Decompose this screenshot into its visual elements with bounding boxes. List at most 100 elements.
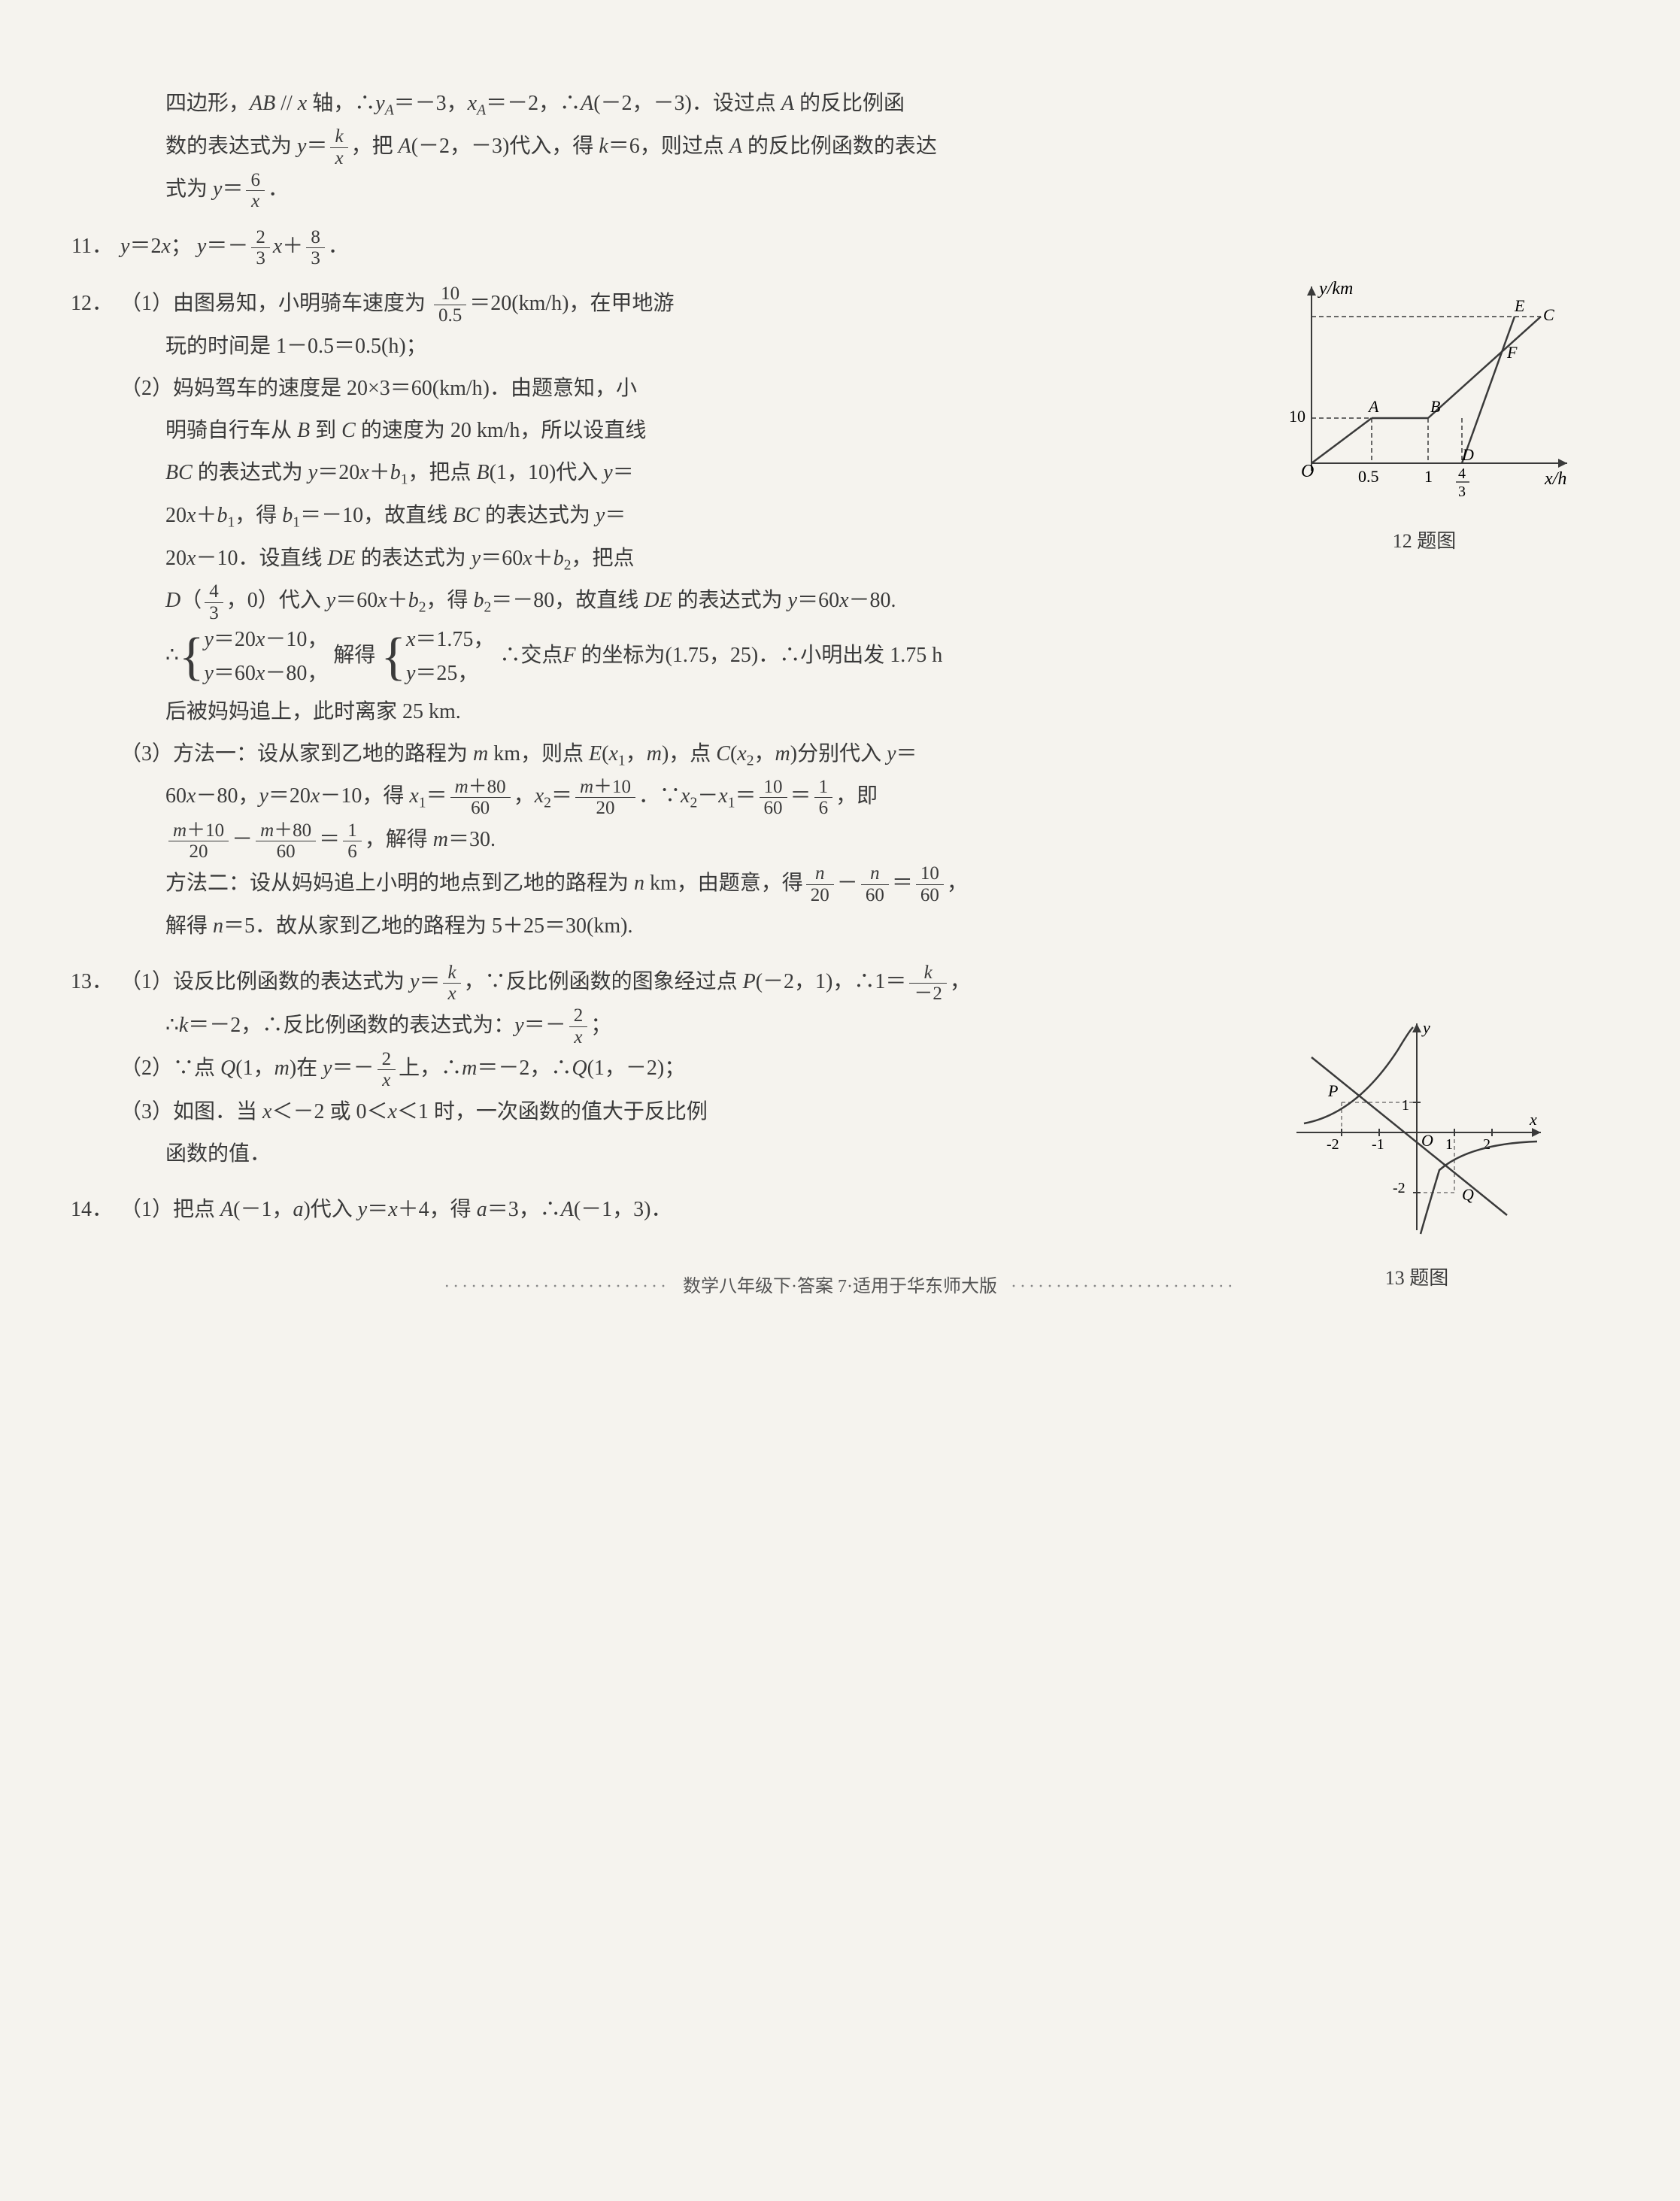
text: 后被妈妈追上，此时离家 25 km.	[165, 700, 461, 723]
text: ＜－2 或 0＜	[271, 1100, 387, 1123]
text: (－1，	[233, 1198, 293, 1221]
text: ＝1.75，	[415, 628, 494, 651]
svg-text:y: y	[1421, 1018, 1430, 1037]
text: ＝	[367, 1198, 388, 1221]
svg-text:-2: -2	[1327, 1136, 1339, 1153]
text: ，	[754, 742, 775, 765]
svg-text:O: O	[1301, 462, 1314, 481]
text: ＋	[282, 235, 303, 258]
text: ＝－2，∴	[477, 1057, 572, 1080]
text: ，把点	[408, 461, 477, 484]
text: 的表达式为	[480, 504, 596, 527]
text: km，由题意，得	[644, 872, 803, 895]
text: ．∵	[638, 784, 681, 808]
text: ＝20	[317, 461, 359, 484]
text: ＋	[532, 547, 553, 570]
svg-text:D: D	[1461, 445, 1474, 464]
text: (－2，－3)．设过点	[593, 92, 781, 115]
text: 的表达式为	[356, 547, 472, 570]
svg-text:-1: -1	[1372, 1136, 1384, 1153]
text: 的表达式为	[672, 589, 788, 612]
text: ，	[947, 872, 968, 895]
text: ＝－2，∴	[486, 92, 581, 115]
figure-12-caption: 12 题图	[1266, 522, 1582, 561]
text: ，把	[351, 135, 399, 158]
text: （1）设反比例函数的表达式为	[120, 970, 410, 993]
text: ＝60	[797, 589, 839, 612]
svg-text:4: 4	[1458, 465, 1466, 482]
text: ＝－10，故直线	[300, 504, 453, 527]
problem-number: 13．	[68, 961, 113, 1003]
problem-12: 12． O y/km x/h 10	[120, 283, 1560, 948]
text: (1，－2)；	[587, 1057, 686, 1080]
intro-content: 四边形，AB // x 轴，∴yA＝－3，xA＝－2，∴A(－2，－3)．设过点…	[120, 83, 1560, 212]
svg-text:3: 3	[1458, 484, 1466, 500]
text: ＝	[319, 828, 340, 851]
text: ＝－80，故直线	[491, 589, 644, 612]
text: 的速度为 20 km/h，所以设直线	[356, 419, 647, 442]
text: －	[232, 828, 253, 851]
svg-text:1: 1	[1445, 1136, 1453, 1153]
figure-12: O y/km x/h 10 0	[1266, 275, 1582, 531]
text: ．	[328, 235, 349, 258]
svg-text:1: 1	[1424, 467, 1433, 486]
svg-text:E: E	[1514, 296, 1525, 315]
problem-11: 11． y＝2x； y＝－23x＋83．	[120, 226, 1560, 269]
text: 20	[165, 547, 186, 570]
text: ＝20(km/h)，在甲地游	[469, 292, 674, 315]
text: ，	[950, 970, 971, 993]
text: 解得	[333, 644, 375, 667]
text: ＋	[387, 589, 408, 612]
text: ，得	[235, 504, 282, 527]
text: 明骑自行车从	[165, 419, 297, 442]
svg-text:x/h: x/h	[1544, 469, 1566, 489]
text: ＋	[369, 461, 390, 484]
text: ＝	[735, 784, 757, 808]
text: ＝5．故从家到乙地的路程为 5＋25＝30(km).	[223, 914, 632, 938]
text: 函数的值．	[165, 1142, 271, 1166]
svg-text:B: B	[1430, 397, 1440, 416]
text: ，把点	[572, 547, 635, 570]
svg-text:0.5: 0.5	[1358, 467, 1379, 486]
figure-13-caption: 13 题图	[1281, 1259, 1552, 1298]
svg-text:A: A	[1367, 397, 1379, 416]
text: 到	[310, 419, 341, 442]
text: ∴	[165, 1014, 179, 1037]
text: －80，	[265, 662, 328, 685]
text: km，则点	[488, 742, 589, 765]
text: ＝60	[214, 662, 256, 685]
text: （2）妈妈驾车的速度是 20×3＝60(km/h)．由题意知，小	[120, 377, 637, 400]
text: ，	[514, 784, 535, 808]
text: －10，	[265, 628, 328, 651]
text: ，∵反比例函数的图象经过点	[464, 970, 743, 993]
text: (－1，3)．	[574, 1198, 672, 1221]
text: 的反比例函数的表达	[742, 135, 937, 158]
text: 四边形，	[165, 92, 250, 115]
text: ＝25，	[415, 662, 478, 685]
text: ＝20	[214, 628, 256, 651]
text: ＝	[551, 784, 572, 808]
text: (－2，－3)代入，得	[411, 135, 599, 158]
svg-text:y/km: y/km	[1318, 279, 1353, 299]
text: ＝30.	[448, 828, 496, 851]
text: （3）方法一：设从家到乙地的路程为	[120, 742, 473, 765]
text: ＝2	[129, 235, 161, 258]
text: ；	[590, 1014, 611, 1037]
problem-number: 11．	[68, 226, 113, 268]
text: ＝6，则过点	[608, 135, 729, 158]
text: ＝－	[524, 1014, 566, 1037]
text: )分别代入	[790, 742, 887, 765]
text: (－2，1)，∴1＝	[756, 970, 907, 993]
text: )在	[290, 1057, 323, 1080]
text: (1，	[235, 1057, 274, 1080]
text: ＝60	[335, 589, 378, 612]
text: 式为	[165, 177, 213, 201]
text: ＝	[426, 784, 447, 808]
text: ＜1 时，一次函数的值大于反比例	[397, 1100, 708, 1123]
text: ；	[171, 235, 192, 258]
text: ，	[626, 742, 647, 765]
text: ＝－2，∴反比例函数的表达式为：	[188, 1014, 514, 1037]
problem-13: 13． （1）设反比例函数的表达式为 y＝kx，∵反比例函数的图象经过点 P(－…	[120, 961, 1560, 1175]
text: )，点	[662, 742, 716, 765]
text: ，即	[835, 784, 878, 808]
